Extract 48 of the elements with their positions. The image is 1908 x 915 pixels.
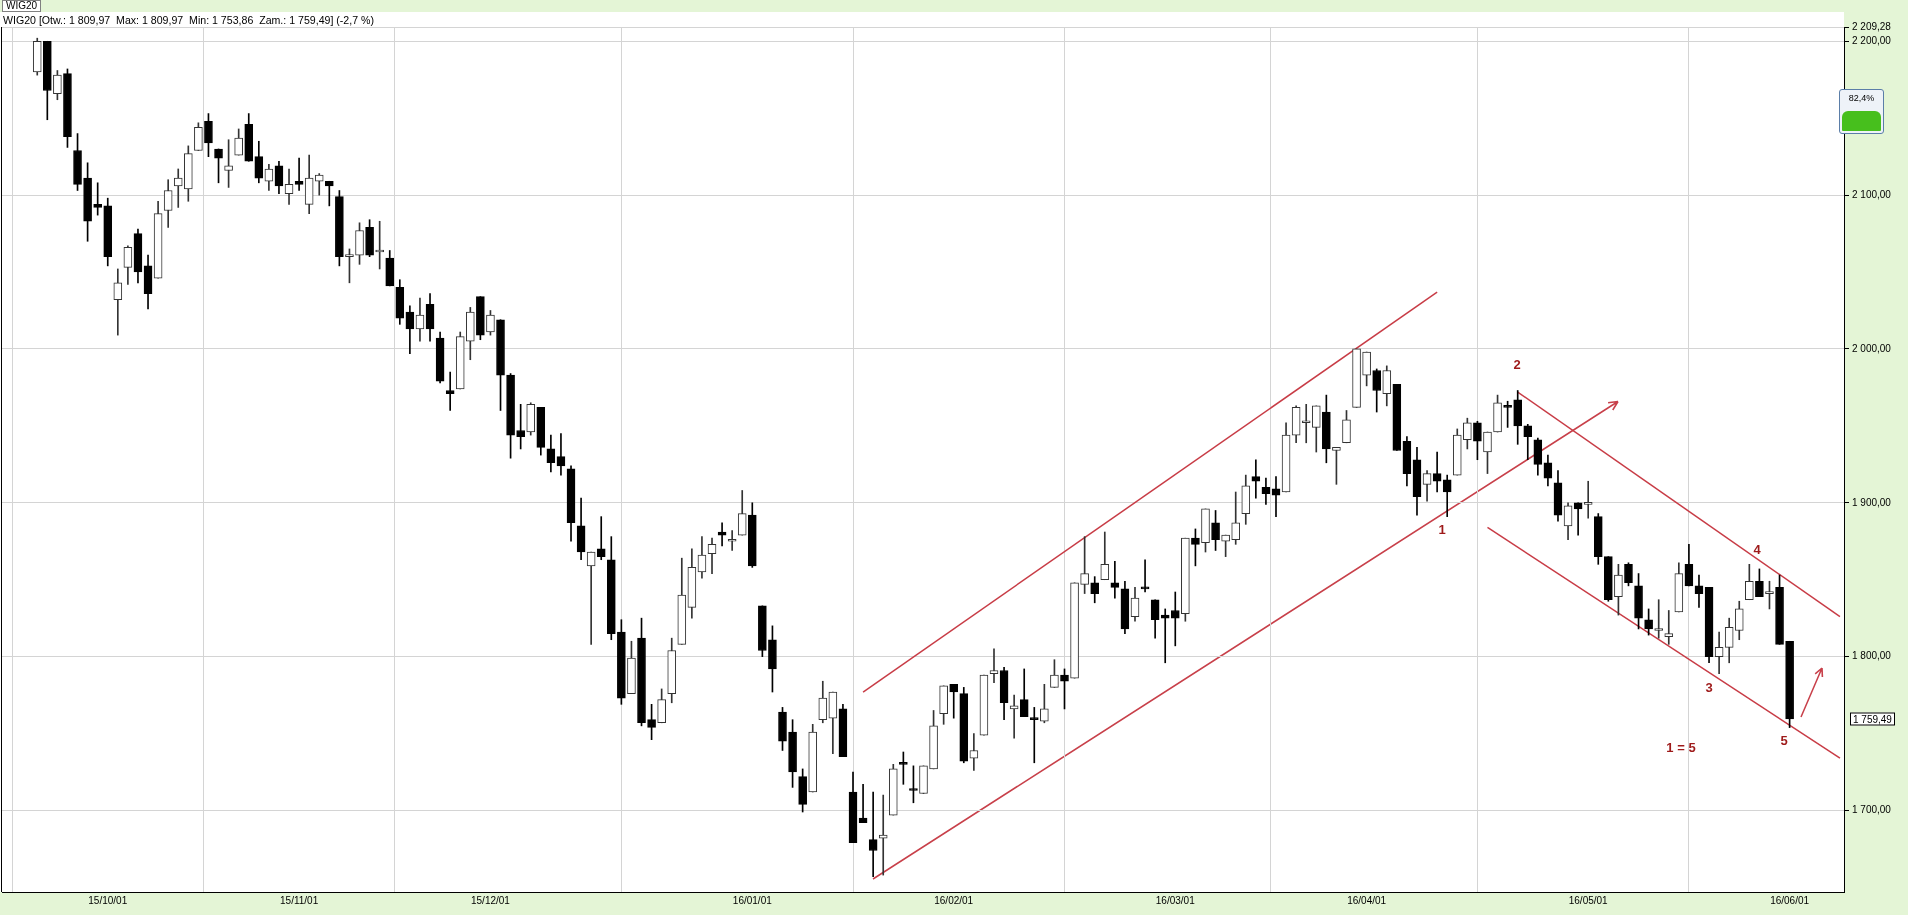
chart-subtitle: WIG20 [Otw.: 1 809,97 Max: 1 809,97 Min: 1 753,86 Zam.: 1 759,49] (-2,7 %) xyxy=(3,14,374,26)
candlestick xyxy=(556,433,566,476)
x-tick-label: 16/02/01 xyxy=(934,894,974,906)
y-tick-label: 2 200,00 xyxy=(1852,35,1892,47)
candlestick xyxy=(596,516,606,561)
candlestick xyxy=(1301,404,1311,444)
candlestick xyxy=(1714,631,1724,674)
x-tick-label: 15/11/01 xyxy=(280,894,319,906)
annotation: 5 xyxy=(1780,733,1788,748)
y-tick-label: 1 800,00 xyxy=(1852,650,1892,662)
candlestick xyxy=(1170,591,1180,647)
y-tick-label: 2 209,28 xyxy=(1852,20,1892,32)
y-tick-label: 2 100,00 xyxy=(1852,188,1892,200)
candlestick xyxy=(727,530,737,551)
candlestick xyxy=(324,180,334,207)
candlestick xyxy=(1251,459,1261,499)
candlestick xyxy=(294,157,304,191)
annotation: 4 xyxy=(1753,542,1761,557)
candlestick xyxy=(1664,610,1674,645)
annotation: 1 = 5 xyxy=(1666,740,1696,755)
annotation: 1 xyxy=(1438,522,1446,537)
annotation: 3 xyxy=(1705,680,1713,695)
x-tick-label: 16/05/01 xyxy=(1568,894,1609,906)
candlestick xyxy=(868,791,878,877)
candlestick xyxy=(93,182,103,216)
y-tick-label: 1 900,00 xyxy=(1852,496,1892,508)
y-tick-label: 2 000,00 xyxy=(1852,342,1892,354)
x-tick-label: 15/10/01 xyxy=(88,894,128,906)
candlestick xyxy=(173,168,183,208)
x-tick-label: 16/06/01 xyxy=(1770,894,1810,906)
annotation: 2 xyxy=(1513,357,1521,372)
y-tick-label: 1 700,00 xyxy=(1852,804,1892,816)
candlestick xyxy=(1029,707,1039,764)
text: 1 759,49 xyxy=(1850,712,1895,726)
candlestick xyxy=(949,683,959,719)
candlestick xyxy=(445,371,455,411)
candlestick xyxy=(1654,599,1664,639)
candlestick xyxy=(1583,480,1593,519)
candlestick xyxy=(1110,560,1120,599)
x-tick-label: 16/03/01 xyxy=(1155,894,1196,906)
text: 82,4% xyxy=(1848,93,1875,103)
candlestick xyxy=(989,648,999,684)
candlestick xyxy=(1573,502,1583,536)
candlestick xyxy=(1432,451,1442,493)
x-tick-label: 15/12/01 xyxy=(470,894,511,906)
chart-title: WIG20 xyxy=(2,0,42,12)
x-tick-label: 16/01/01 xyxy=(732,894,773,906)
x-tick-label: 16/04/01 xyxy=(1347,894,1387,906)
